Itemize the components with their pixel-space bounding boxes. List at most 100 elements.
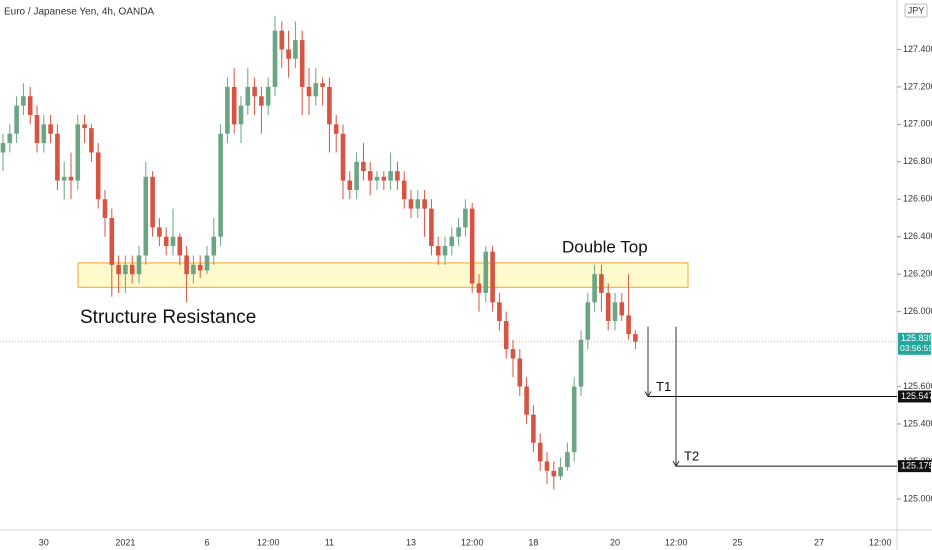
candle-body <box>252 86 257 97</box>
candle-body <box>0 143 6 153</box>
candle-body <box>102 199 108 218</box>
candle-body <box>41 124 47 144</box>
candle-body <box>75 124 81 181</box>
candle-body <box>21 96 26 106</box>
pattern-label: Double Top <box>562 237 648 256</box>
candle-body <box>231 86 237 125</box>
candle-body <box>34 114 40 144</box>
candle-body <box>129 264 135 275</box>
target-label: T1 <box>656 379 671 394</box>
target-label: T2 <box>684 449 699 464</box>
candle-body <box>497 302 502 321</box>
candle-body <box>429 208 434 247</box>
candle-body <box>245 86 251 106</box>
x-tick-label: 11 <box>325 537 334 547</box>
candle-body <box>578 339 584 387</box>
candle-body <box>347 180 353 190</box>
candle-body <box>136 255 142 275</box>
target-price-label: 125.175 <box>901 461 932 471</box>
candle-body <box>265 86 271 106</box>
candle-body <box>442 246 448 256</box>
candle-body <box>599 274 604 293</box>
x-tick-label: 30 <box>39 537 49 547</box>
candle-body <box>524 386 529 415</box>
candle-body <box>565 452 570 468</box>
chart-title: Euro / Japanese Yen, 4h, OANDA <box>4 7 154 18</box>
x-tick-label: 12:00 <box>461 537 484 547</box>
x-tick-label: 18 <box>528 537 538 547</box>
candle-body <box>293 40 298 59</box>
candle-body <box>517 358 523 387</box>
x-tick-label: 2021 <box>115 537 135 547</box>
x-tick-label: 12:00 <box>257 537 280 547</box>
candle-body <box>469 208 475 284</box>
y-tick-label: 125.400 <box>903 418 932 428</box>
candle-body <box>68 176 74 181</box>
candle-body <box>299 40 305 87</box>
candle-body <box>14 105 19 134</box>
candle-body <box>571 386 577 453</box>
candle-body <box>503 320 509 350</box>
y-tick-label: 126.000 <box>903 306 932 316</box>
resistance-zone <box>77 262 689 288</box>
candle-body <box>435 246 441 256</box>
candle-body <box>197 264 203 271</box>
candle-body <box>537 442 543 462</box>
candle-body <box>374 176 380 181</box>
candle-body <box>95 152 101 200</box>
candle-body <box>483 251 489 293</box>
candle-body <box>48 124 53 134</box>
candle-body <box>531 414 536 443</box>
candle-body <box>619 302 625 316</box>
candle-body <box>259 96 264 106</box>
current-price-label: 125.839 <box>901 333 932 343</box>
x-tick-label: 12:00 <box>665 537 688 547</box>
candle-body <box>449 236 455 247</box>
y-tick-label: 125.600 <box>903 381 932 391</box>
candle-body <box>170 236 176 247</box>
candle-body <box>381 176 387 181</box>
candle-body <box>633 334 638 342</box>
candle-body <box>415 199 421 209</box>
candle-body <box>476 283 482 293</box>
y-tick-label: 127.200 <box>903 81 932 91</box>
candle-body <box>218 133 223 237</box>
candle-body <box>592 274 597 303</box>
candle-body <box>340 133 346 181</box>
target-price-box <box>898 460 931 473</box>
candle-body <box>408 199 414 209</box>
candle-body <box>544 461 550 471</box>
candle-body <box>313 83 319 97</box>
candle-body <box>367 171 373 181</box>
x-tick-label: 12:00 <box>869 537 892 547</box>
candle-body <box>361 161 366 172</box>
y-tick-label: 126.400 <box>903 231 932 241</box>
y-tick-label: 125.000 <box>903 493 932 503</box>
y-tick-label: 127.000 <box>903 119 932 129</box>
x-tick-label: 25 <box>732 537 742 547</box>
candle-body <box>225 86 230 134</box>
candle-body <box>626 315 631 335</box>
candle-body <box>211 236 217 256</box>
candle-body <box>490 251 495 303</box>
candle-body <box>306 86 312 97</box>
countdown: 03:56:55 <box>900 343 932 353</box>
currency[interactable]: JPY <box>908 5 925 15</box>
candle-body <box>27 96 33 115</box>
candle-body <box>82 124 87 129</box>
x-tick-label: 13 <box>406 537 416 547</box>
candle-body <box>123 264 128 275</box>
candle-body <box>150 176 155 228</box>
candle-body <box>163 236 169 247</box>
candle-body <box>612 302 618 321</box>
candle-body <box>7 133 13 144</box>
candle-body <box>558 467 563 477</box>
candle-body <box>320 83 325 87</box>
candle-body <box>177 236 183 256</box>
candle-body <box>184 255 189 275</box>
y-tick-label: 126.800 <box>903 156 932 166</box>
candle-body <box>354 161 359 190</box>
currency-box[interactable] <box>904 3 928 18</box>
candle-body <box>143 176 149 256</box>
